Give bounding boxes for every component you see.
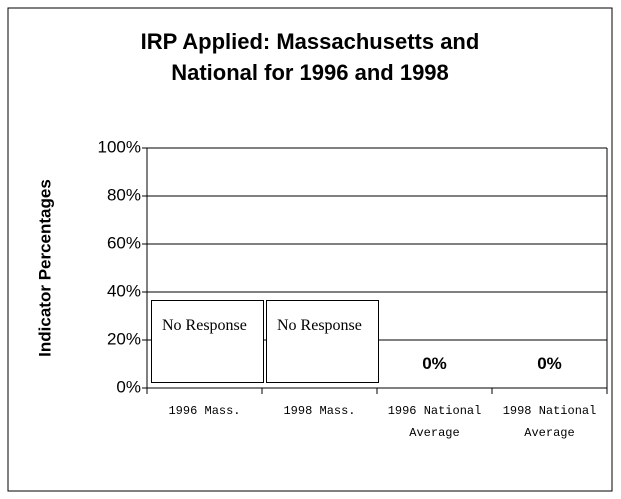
x-tick-label: 1998 Mass. [283,404,356,418]
y-tick-label: 0% [116,377,141,396]
y-tick-label: 80% [107,185,141,204]
value-label: 0% [537,354,562,373]
value-label: 0% [422,354,447,373]
y-tick-label: 60% [107,233,141,252]
y-axis-title: Indicator Percentages [35,179,54,357]
x-tick-label: 1998 National Average [502,404,597,440]
x-tick-label: 1996 Mass. [168,404,241,418]
y-tick-label: 20% [107,329,141,348]
x-tick-label: 1996 National Average [387,404,482,440]
y-tick-label: 40% [107,281,141,300]
chart-title: IRP Applied: Massachusetts and National … [140,29,480,85]
frame [7,7,613,492]
y-tick-label: 100% [98,137,141,156]
no-response-box: No Response [151,300,264,383]
no-response-box: No Response [266,300,379,383]
